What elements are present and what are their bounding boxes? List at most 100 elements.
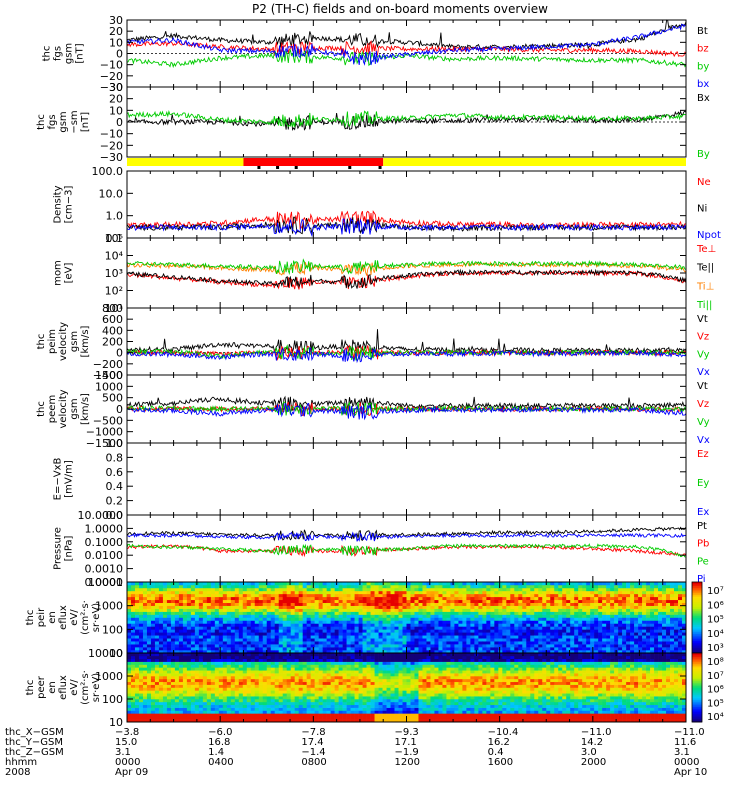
heatmap-cell <box>130 658 136 662</box>
heatmap-cell <box>322 617 327 621</box>
heatmap-cell <box>186 719 192 723</box>
heatmap-cell <box>226 716 232 720</box>
heatmap-cell <box>138 605 144 609</box>
heatmap-cell <box>366 623 371 627</box>
legend-label: Vt <box>697 314 708 325</box>
heatmap-cell <box>434 620 439 624</box>
heatmap-cell <box>194 655 200 660</box>
heatmap-cell <box>666 611 671 615</box>
heatmap-cell <box>178 658 184 662</box>
heatmap-cell <box>142 690 148 694</box>
y-axis-label-line: [nT] <box>75 43 86 63</box>
heatmap-cell <box>242 719 248 723</box>
heatmap-cell <box>398 638 403 642</box>
heatmap-cell <box>198 676 204 680</box>
heatmap-cell <box>178 684 184 688</box>
heatmap-cell <box>630 632 635 636</box>
heatmap-cell <box>238 605 244 609</box>
heatmap-cell <box>202 626 208 630</box>
heatmap-cell <box>286 632 291 636</box>
heatmap-cell <box>374 608 379 612</box>
heatmap-cell <box>542 596 547 601</box>
heatmap-cell <box>570 584 575 589</box>
heatmap-cell <box>127 670 132 674</box>
heatmap-cell <box>530 620 535 624</box>
heatmap-cell <box>242 623 248 627</box>
heatmap-cell <box>338 602 343 606</box>
y-axis-label: Pressure [nPa] <box>53 527 75 570</box>
heatmap-cell <box>386 608 391 612</box>
heatmap-cell <box>266 620 272 624</box>
heatmap-cell <box>462 650 467 654</box>
heatmap-cell <box>190 661 196 665</box>
y-axis-label-line: en <box>47 611 58 624</box>
heatmap-cell <box>346 650 351 654</box>
heatmap-cell <box>666 605 671 609</box>
heatmap-cell <box>150 673 156 677</box>
heatmap-cell <box>630 596 635 601</box>
heatmap-cell <box>194 690 200 694</box>
heatmap-cell <box>366 629 371 633</box>
heatmap-cell <box>258 593 264 598</box>
heatmap-cell <box>138 713 144 717</box>
heatmap-cell <box>630 608 635 612</box>
heatmap-cell <box>438 614 443 618</box>
heatmap-cell <box>282 602 288 606</box>
heatmap-cell <box>198 629 204 633</box>
heatmap-cell <box>350 617 355 621</box>
heatmap-cell <box>298 582 303 586</box>
heatmap-cell <box>178 676 184 680</box>
heatmap-cell <box>134 653 140 657</box>
heatmap-cell <box>266 608 272 612</box>
heatmap-cell <box>630 629 635 633</box>
heatmap-cell <box>266 593 272 598</box>
heatmap-cell <box>127 707 132 711</box>
heatmap-cell <box>398 617 403 621</box>
heatmap-cell <box>670 590 675 595</box>
heatmap-cell <box>634 582 639 586</box>
heatmap-cell <box>282 605 288 609</box>
heatmap-cell <box>230 608 236 612</box>
heatmap-cell <box>186 644 192 648</box>
heatmap-cell <box>598 623 603 627</box>
series-line-vt <box>126 329 687 357</box>
heatmap-cell <box>262 658 268 662</box>
heatmap-cell <box>206 644 212 648</box>
heatmap-cell <box>498 620 503 624</box>
heatmap-cell <box>250 587 256 592</box>
y-axis-label: thc peim velocity gsm [km/s] <box>36 322 91 361</box>
heatmap-cell <box>398 587 403 592</box>
heatmap-cell <box>150 638 156 642</box>
heatmap-cell <box>398 611 403 615</box>
heatmap-cell <box>302 623 307 627</box>
heatmap-cell <box>158 716 164 720</box>
heatmap-cell <box>262 710 268 714</box>
heatmap-cell <box>414 590 419 595</box>
heatmap-cell <box>162 673 168 677</box>
heatmap-cell <box>230 614 236 618</box>
heatmap-cell <box>242 605 248 609</box>
heatmap-cell <box>382 602 387 606</box>
series-line-pt <box>126 526 687 542</box>
heatmap-cell <box>258 590 264 595</box>
heatmap-cell <box>622 582 627 586</box>
heatmap-cell <box>278 608 284 612</box>
heatmap-cell <box>234 681 240 685</box>
heatmap-cell <box>186 681 192 685</box>
legend-label: by <box>697 61 709 72</box>
heatmap-cell <box>170 582 176 586</box>
heatmap-cell <box>674 608 679 612</box>
y-axis-label-line: mom <box>53 260 64 286</box>
heatmap-cell <box>426 596 431 601</box>
heatmap-cell <box>178 632 184 636</box>
heatmap-cell <box>590 650 595 654</box>
heatmap-cell <box>650 590 655 595</box>
heatmap-cell <box>402 632 407 636</box>
heatmap-cell <box>302 608 307 612</box>
heatmap-cell <box>378 602 383 606</box>
heatmap-cell <box>130 673 136 677</box>
heatmap-cell <box>138 699 144 703</box>
y-tick-label: −500 <box>93 414 123 427</box>
heatmap-cell <box>282 644 288 648</box>
heatmap-cell <box>410 602 415 606</box>
